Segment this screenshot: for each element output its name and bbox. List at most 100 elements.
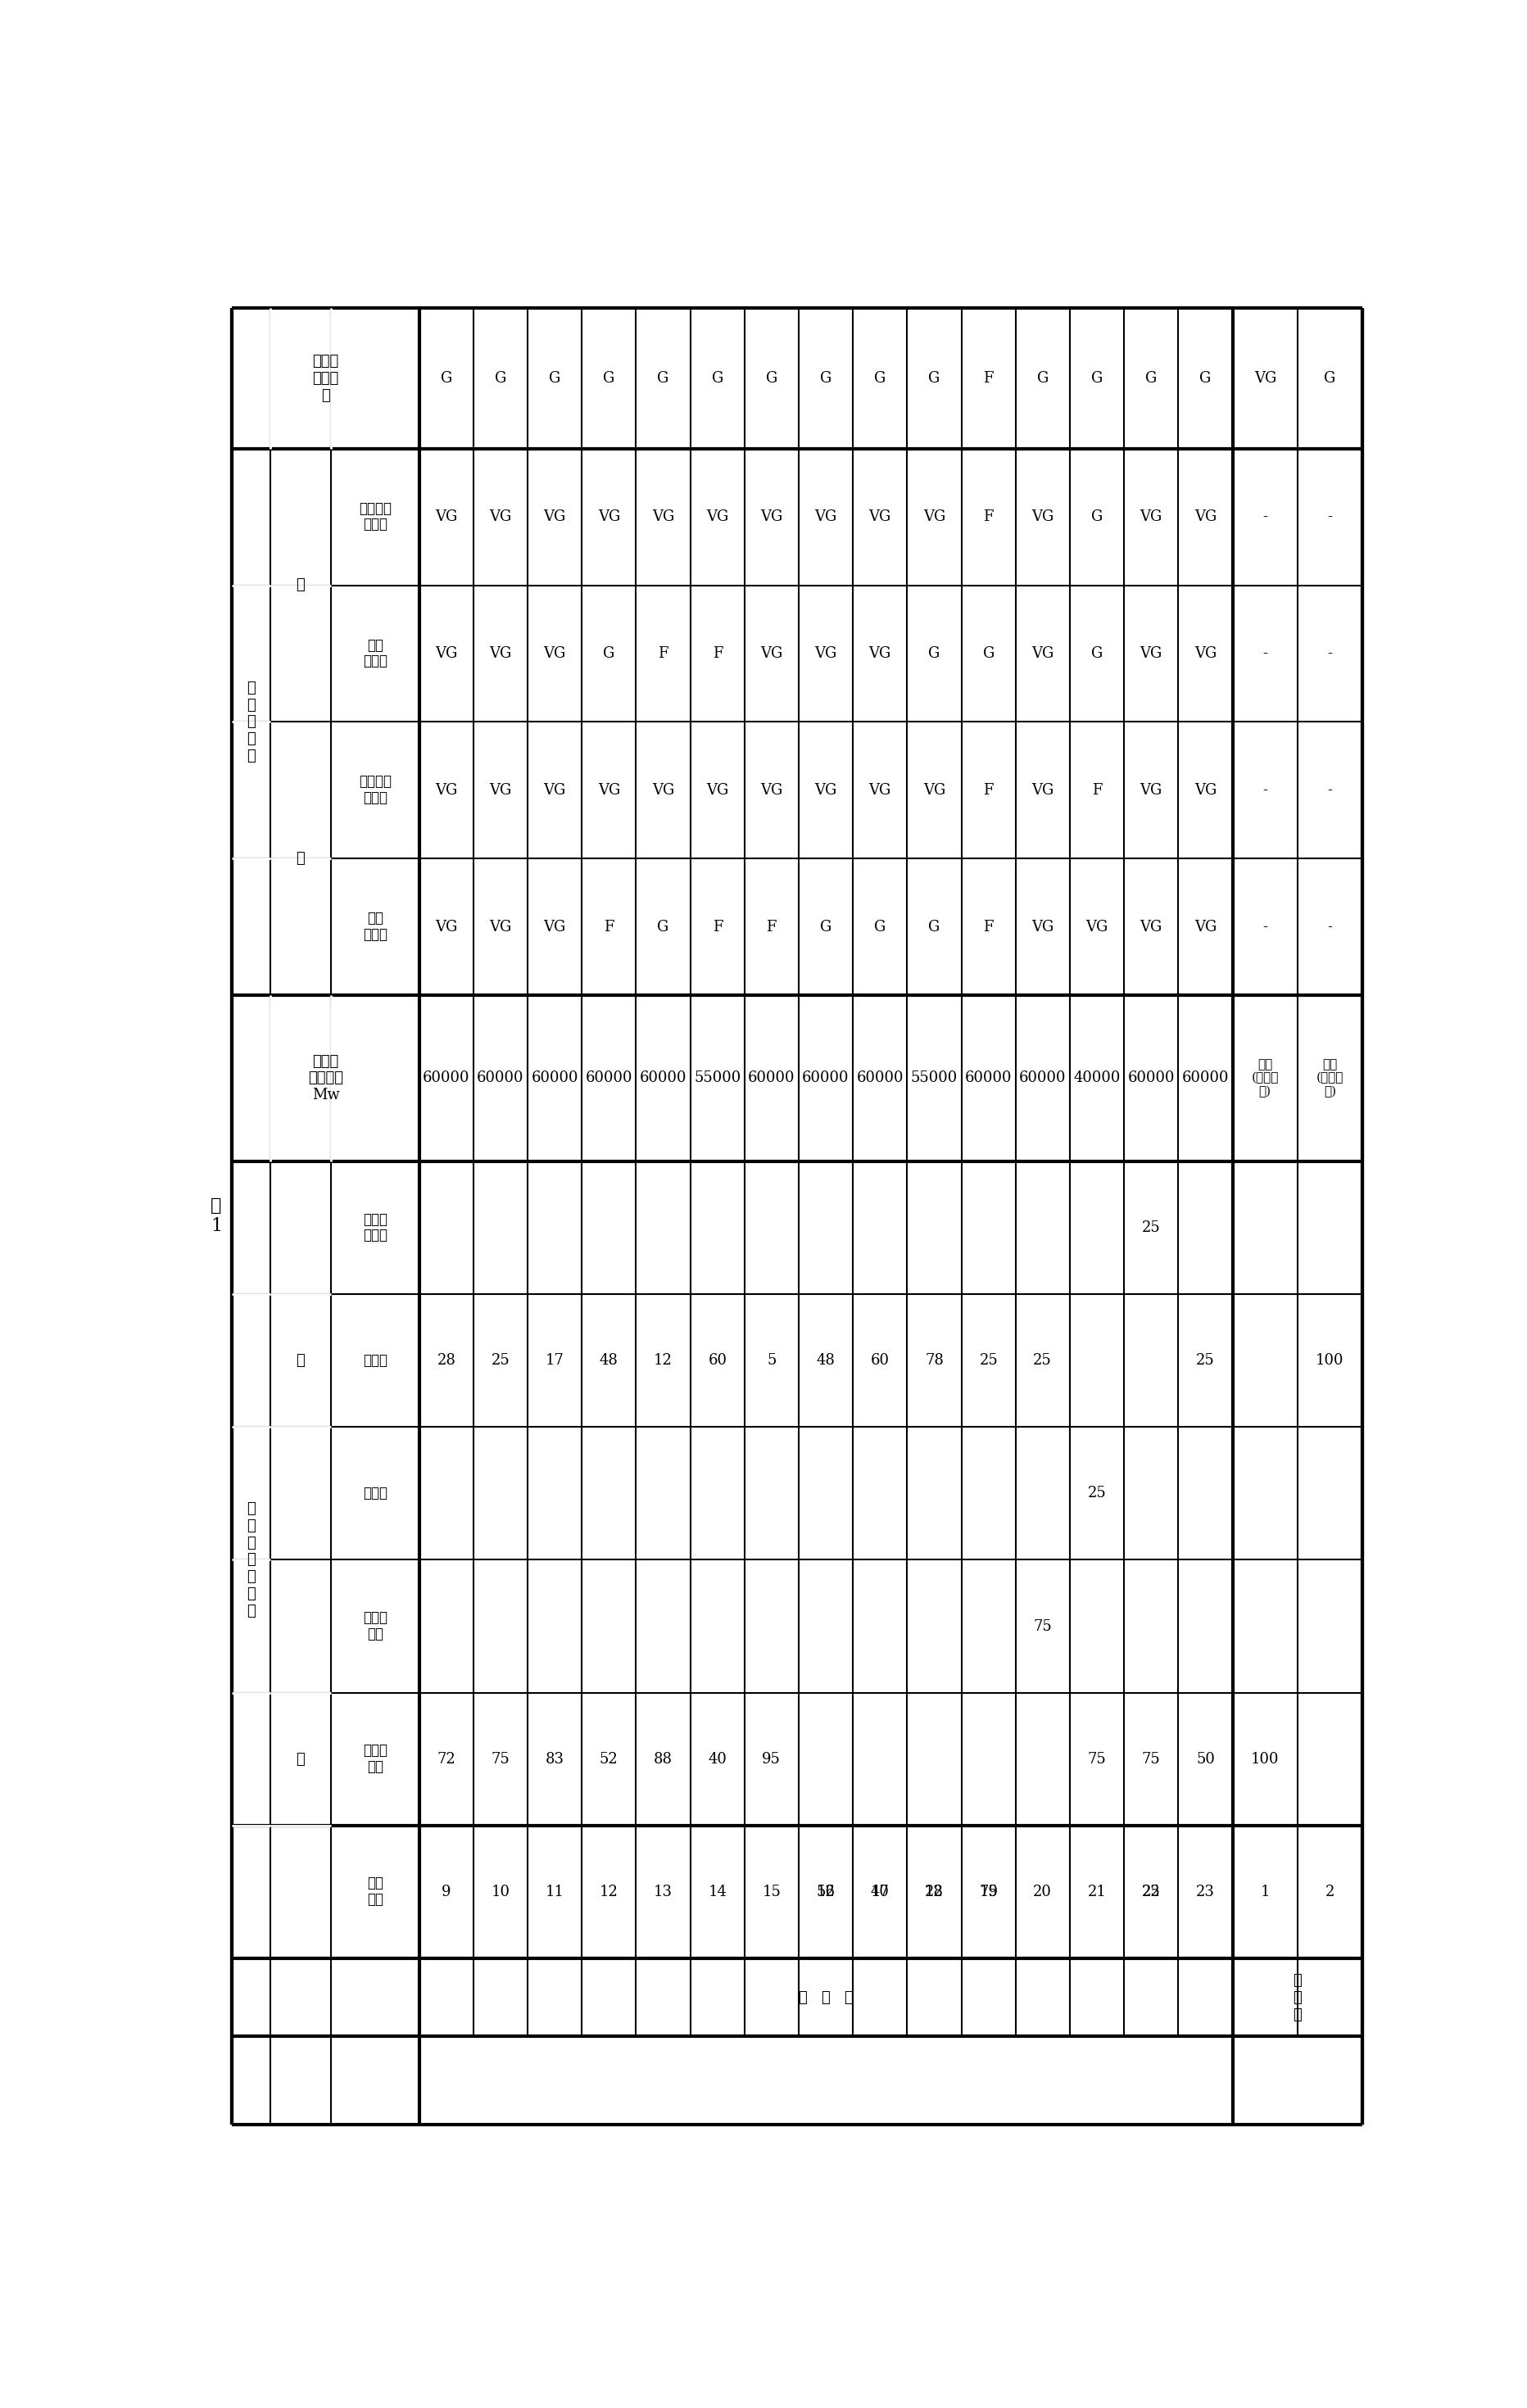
Text: VG: VG <box>1254 371 1277 385</box>
Text: 95: 95 <box>762 1751 780 1767</box>
Text: VG: VG <box>924 783 945 797</box>
Text: VG: VG <box>544 920 567 934</box>
Text: 55000: 55000 <box>912 1072 957 1086</box>
Text: G: G <box>548 371 560 385</box>
Text: 2: 2 <box>1325 1885 1335 1900</box>
Text: VG: VG <box>1194 510 1217 525</box>
Text: VG: VG <box>652 510 675 525</box>
Text: VG: VG <box>1031 645 1054 660</box>
Text: VG: VG <box>544 783 567 797</box>
Text: G: G <box>603 371 615 385</box>
Text: F: F <box>658 645 669 660</box>
Text: -: - <box>1263 510 1267 525</box>
Text: 83: 83 <box>545 1751 563 1767</box>
Text: 白: 白 <box>296 578 305 592</box>
Text: 正丙醇: 正丙醇 <box>363 1486 388 1500</box>
Text: 12: 12 <box>600 1885 618 1900</box>
Text: 印版
白化性: 印版 白化性 <box>363 638 388 669</box>
Text: 9: 9 <box>441 1885 450 1900</box>
Text: VG: VG <box>869 510 892 525</box>
Text: VG: VG <box>435 645 458 660</box>
Text: 40000: 40000 <box>1073 1072 1121 1086</box>
Text: 75: 75 <box>1087 1751 1106 1767</box>
Text: VG: VG <box>1141 783 1162 797</box>
Text: VG: VG <box>1141 645 1162 660</box>
Text: 25: 25 <box>1087 1486 1106 1500</box>
Text: 自液
(不能合
成): 自液 (不能合 成) <box>1316 1060 1344 1098</box>
Text: G: G <box>658 371 669 385</box>
Text: VG: VG <box>435 783 458 797</box>
Text: 丙二醇
单乙醚: 丙二醇 单乙醚 <box>363 1214 388 1243</box>
Text: G: G <box>1200 371 1211 385</box>
Text: G: G <box>873 371 886 385</box>
Text: 19: 19 <box>979 1885 999 1900</box>
Text: VG: VG <box>435 920 458 934</box>
Text: 52: 52 <box>817 1885 835 1900</box>
Text: 压印滚筒
污浊度: 压印滚筒 污浊度 <box>359 775 391 804</box>
Text: 20: 20 <box>1034 1885 1052 1900</box>
Text: VG: VG <box>489 645 512 660</box>
Text: 60000: 60000 <box>585 1072 632 1086</box>
Text: 25: 25 <box>1196 1353 1215 1368</box>
Text: 压印滚筒
污浊度: 压印滚筒 污浊度 <box>359 501 391 532</box>
Text: G: G <box>1090 371 1102 385</box>
Text: VG: VG <box>707 783 728 797</box>
Text: 酯: 酯 <box>296 1751 305 1767</box>
Text: 78: 78 <box>925 1353 944 1368</box>
Text: VG: VG <box>1031 783 1054 797</box>
Text: 25: 25 <box>979 1353 999 1368</box>
Text: 48: 48 <box>817 1353 835 1368</box>
Text: G: G <box>1145 371 1157 385</box>
Text: G: G <box>603 645 615 660</box>
Text: VG: VG <box>1031 510 1054 525</box>
Text: VG: VG <box>1086 920 1109 934</box>
Text: VG: VG <box>597 510 620 525</box>
Text: 60000: 60000 <box>965 1072 1012 1086</box>
Text: 100: 100 <box>1316 1353 1344 1368</box>
Text: 11: 11 <box>545 1885 563 1900</box>
Text: VG: VG <box>1194 783 1217 797</box>
Text: 50: 50 <box>1196 1751 1215 1767</box>
Text: VG: VG <box>869 783 892 797</box>
Text: 聚氨酯
树脂溶液
Mw: 聚氨酯 树脂溶液 Mw <box>308 1055 344 1103</box>
Text: -: - <box>1263 645 1267 660</box>
Text: F: F <box>603 920 614 934</box>
Text: VG: VG <box>760 510 783 525</box>
Text: G: G <box>928 920 941 934</box>
Text: 17: 17 <box>545 1353 563 1368</box>
Text: 异内醇: 异内醇 <box>363 1353 388 1368</box>
Text: G: G <box>873 920 886 934</box>
Text: G: G <box>495 371 507 385</box>
Text: 醋酸正
丙酯: 醋酸正 丙酯 <box>363 1743 388 1775</box>
Text: 醋酸异
丁酯: 醋酸异 丁酯 <box>363 1611 388 1642</box>
Text: G: G <box>765 371 777 385</box>
Text: VG: VG <box>1141 920 1162 934</box>
Text: 13: 13 <box>654 1885 673 1900</box>
Text: 23: 23 <box>1196 1885 1215 1900</box>
Text: VG: VG <box>597 783 620 797</box>
Text: 5: 5 <box>767 1353 776 1368</box>
Text: G: G <box>441 371 452 385</box>
Text: G: G <box>658 920 669 934</box>
Text: 実   施   例: 実 施 例 <box>799 1989 854 2006</box>
Text: 有
机
溶
剂
成
分
比: 有 机 溶 剂 成 分 比 <box>247 1500 255 1618</box>
Text: 60000: 60000 <box>476 1072 524 1086</box>
Text: 52: 52 <box>600 1751 618 1767</box>
Text: VG: VG <box>1141 510 1162 525</box>
Text: VG: VG <box>869 645 892 660</box>
Text: VG: VG <box>652 783 675 797</box>
Text: 75: 75 <box>492 1751 510 1767</box>
Text: F: F <box>983 920 994 934</box>
Text: -: - <box>1327 510 1333 525</box>
Text: 60000: 60000 <box>531 1072 579 1086</box>
Text: 醇: 醇 <box>296 1353 305 1368</box>
Text: VG: VG <box>489 783 512 797</box>
Text: 60: 60 <box>870 1353 889 1368</box>
Text: 60000: 60000 <box>640 1072 687 1086</box>
Text: G: G <box>712 371 724 385</box>
Text: VG: VG <box>1194 645 1217 660</box>
Text: 12: 12 <box>654 1353 672 1368</box>
Text: VG: VG <box>760 645 783 660</box>
Text: G: G <box>1324 371 1336 385</box>
Text: VG: VG <box>760 783 783 797</box>
